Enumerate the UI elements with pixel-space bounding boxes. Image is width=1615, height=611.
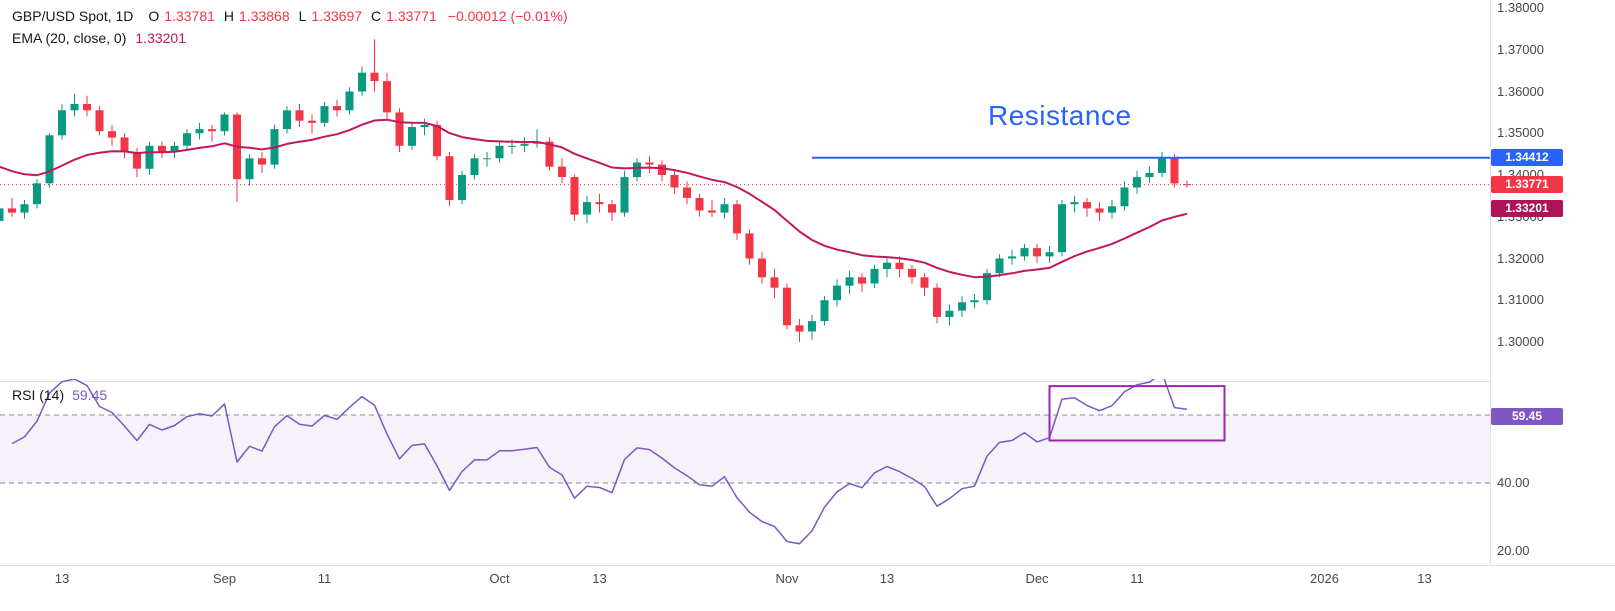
time-tick-label: 2026: [1310, 571, 1339, 586]
rsi-value: 59.45: [72, 387, 108, 403]
ema-value: 1.33201: [135, 30, 186, 46]
time-tick-label: 11: [1130, 571, 1144, 586]
time-axis[interactable]: 13 Sep 11 Oct 13 Nov 13 Dec 11 2026 13: [0, 566, 1615, 611]
ema-badge: 1.33201: [1491, 199, 1563, 217]
price-tick-label: 1.35000: [1497, 125, 1544, 141]
candles-layer[interactable]: [0, 39, 1191, 342]
price-tick-label: 1.32000: [1497, 250, 1544, 266]
symbol-title: GBP/USD Spot, 1D: [12, 8, 134, 24]
ema-line[interactable]: [0, 118, 1188, 279]
low-value: 1.33697: [311, 8, 363, 24]
high-value: 1.33868: [239, 8, 290, 24]
rsi-badge: 59.45: [1491, 408, 1563, 426]
price-tick-label: 1.30000: [1497, 334, 1544, 349]
time-tick-label: 13: [879, 571, 895, 586]
high-label: H: [223, 8, 235, 24]
price-tick-label: 1.31000: [1497, 292, 1544, 308]
close-label: C: [371, 8, 382, 24]
rsi-band: [0, 415, 1490, 483]
ema-legend-row[interactable]: EMA (20, close, 0) 1.33201: [12, 27, 568, 49]
rsi-label: RSI (14): [12, 387, 65, 403]
price-tick-label: 1.37000: [1497, 41, 1544, 57]
last_price-badge: 1.33771: [1491, 176, 1563, 194]
time-tick-label: Sep: [212, 571, 237, 586]
ema-label: EMA (20, close, 0): [12, 30, 127, 46]
resistance-label[interactable]: Resistance: [988, 100, 1132, 131]
open-label: O: [148, 8, 160, 24]
resistance-badge: 1.34412: [1491, 149, 1563, 167]
change-value: −0.00012 (−0.01%): [447, 8, 568, 24]
rsi-pane[interactable]: [0, 373, 1490, 545]
price-tick-label: 1.38000: [1497, 0, 1544, 15]
rsi-legend-row[interactable]: RSI (14) 59.45: [12, 387, 107, 403]
time-tick-label: Oct: [489, 571, 510, 586]
price-tick-label: 1.36000: [1497, 83, 1544, 99]
time-tick-label: 13: [1417, 571, 1432, 586]
time-tick-label: Dec: [1025, 571, 1049, 586]
open-value: 1.33781: [164, 8, 215, 24]
close-value: 1.33771: [386, 8, 437, 24]
low-label: L: [298, 8, 307, 24]
legend: GBP/USD Spot, 1D O 1.33781 H 1.33868 L 1.33…: [12, 5, 568, 49]
rsi-annotation-box[interactable]: [1048, 385, 1226, 442]
price-axis[interactable]: 1.380001.370001.360001.350001.340001.330…: [1490, 0, 1615, 565]
time-tick-label: 11: [317, 571, 332, 586]
time-tick-label: 13: [54, 571, 70, 586]
time-tick-label: 13: [592, 571, 607, 586]
time-tick-label: Nov: [775, 571, 799, 586]
rsi-tick-label: 20.00: [1497, 543, 1530, 558]
rsi-line[interactable]: [11, 373, 1188, 545]
rsi-tick-label: 40.00: [1497, 475, 1530, 490]
symbol-legend-row[interactable]: GBP/USD Spot, 1D O 1.33781 H 1.33868 L 1.33…: [12, 5, 568, 27]
